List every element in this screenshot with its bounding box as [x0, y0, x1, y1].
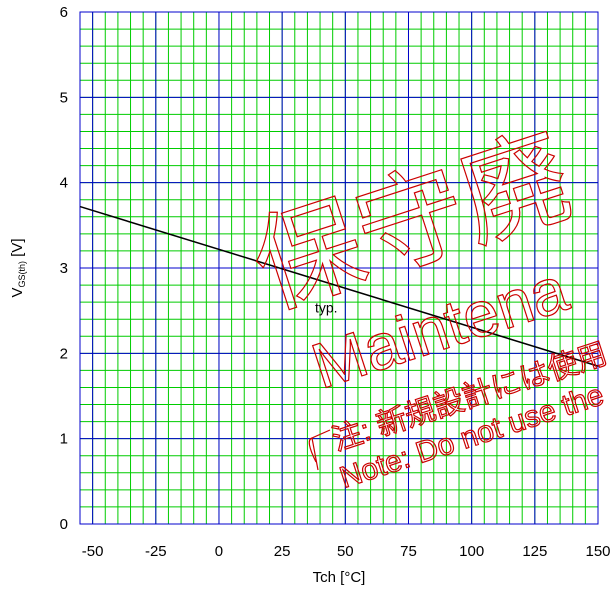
- x-tick-label: 125: [522, 543, 547, 560]
- y-axis-label-sub: GS(th): [17, 261, 27, 288]
- x-tick-label: 75: [400, 543, 417, 560]
- y-tick-label: 1: [60, 431, 68, 448]
- y-tick-label: 4: [60, 175, 68, 192]
- x-tick-label: 0: [215, 543, 223, 560]
- y-tick-labels: 0 1 2 3 4 5 6: [60, 4, 68, 533]
- annotation-typ: typ.: [315, 299, 338, 315]
- x-tick-label: 25: [274, 543, 291, 560]
- series-line-typ: [79, 205, 599, 367]
- y-tick-label: 5: [60, 89, 68, 106]
- x-tick-label: 150: [585, 543, 610, 560]
- y-tick-label: 3: [60, 260, 68, 277]
- y-axis-label-main: V: [9, 288, 26, 298]
- y-tick-label: 2: [60, 345, 68, 362]
- x-axis-label: Tch [°C]: [313, 569, 366, 586]
- plot-frame: [79, 11, 599, 525]
- series-layer: [79, 205, 599, 367]
- x-tick-label: -50: [82, 543, 104, 560]
- watermark-bracket: [308, 429, 331, 471]
- x-tick-labels: -50 -25 0 25 50 75 100 125 150: [82, 543, 611, 560]
- x-tick-label: 50: [337, 543, 354, 560]
- x-tick-label: 100: [459, 543, 484, 560]
- y-tick-label: 6: [60, 4, 68, 21]
- y-tick-label: 0: [60, 516, 68, 533]
- y-axis-label-unit: [V]: [9, 238, 26, 261]
- y-axis-label: VGS(th) [V]: [9, 238, 27, 297]
- x-tick-label: -25: [145, 543, 167, 560]
